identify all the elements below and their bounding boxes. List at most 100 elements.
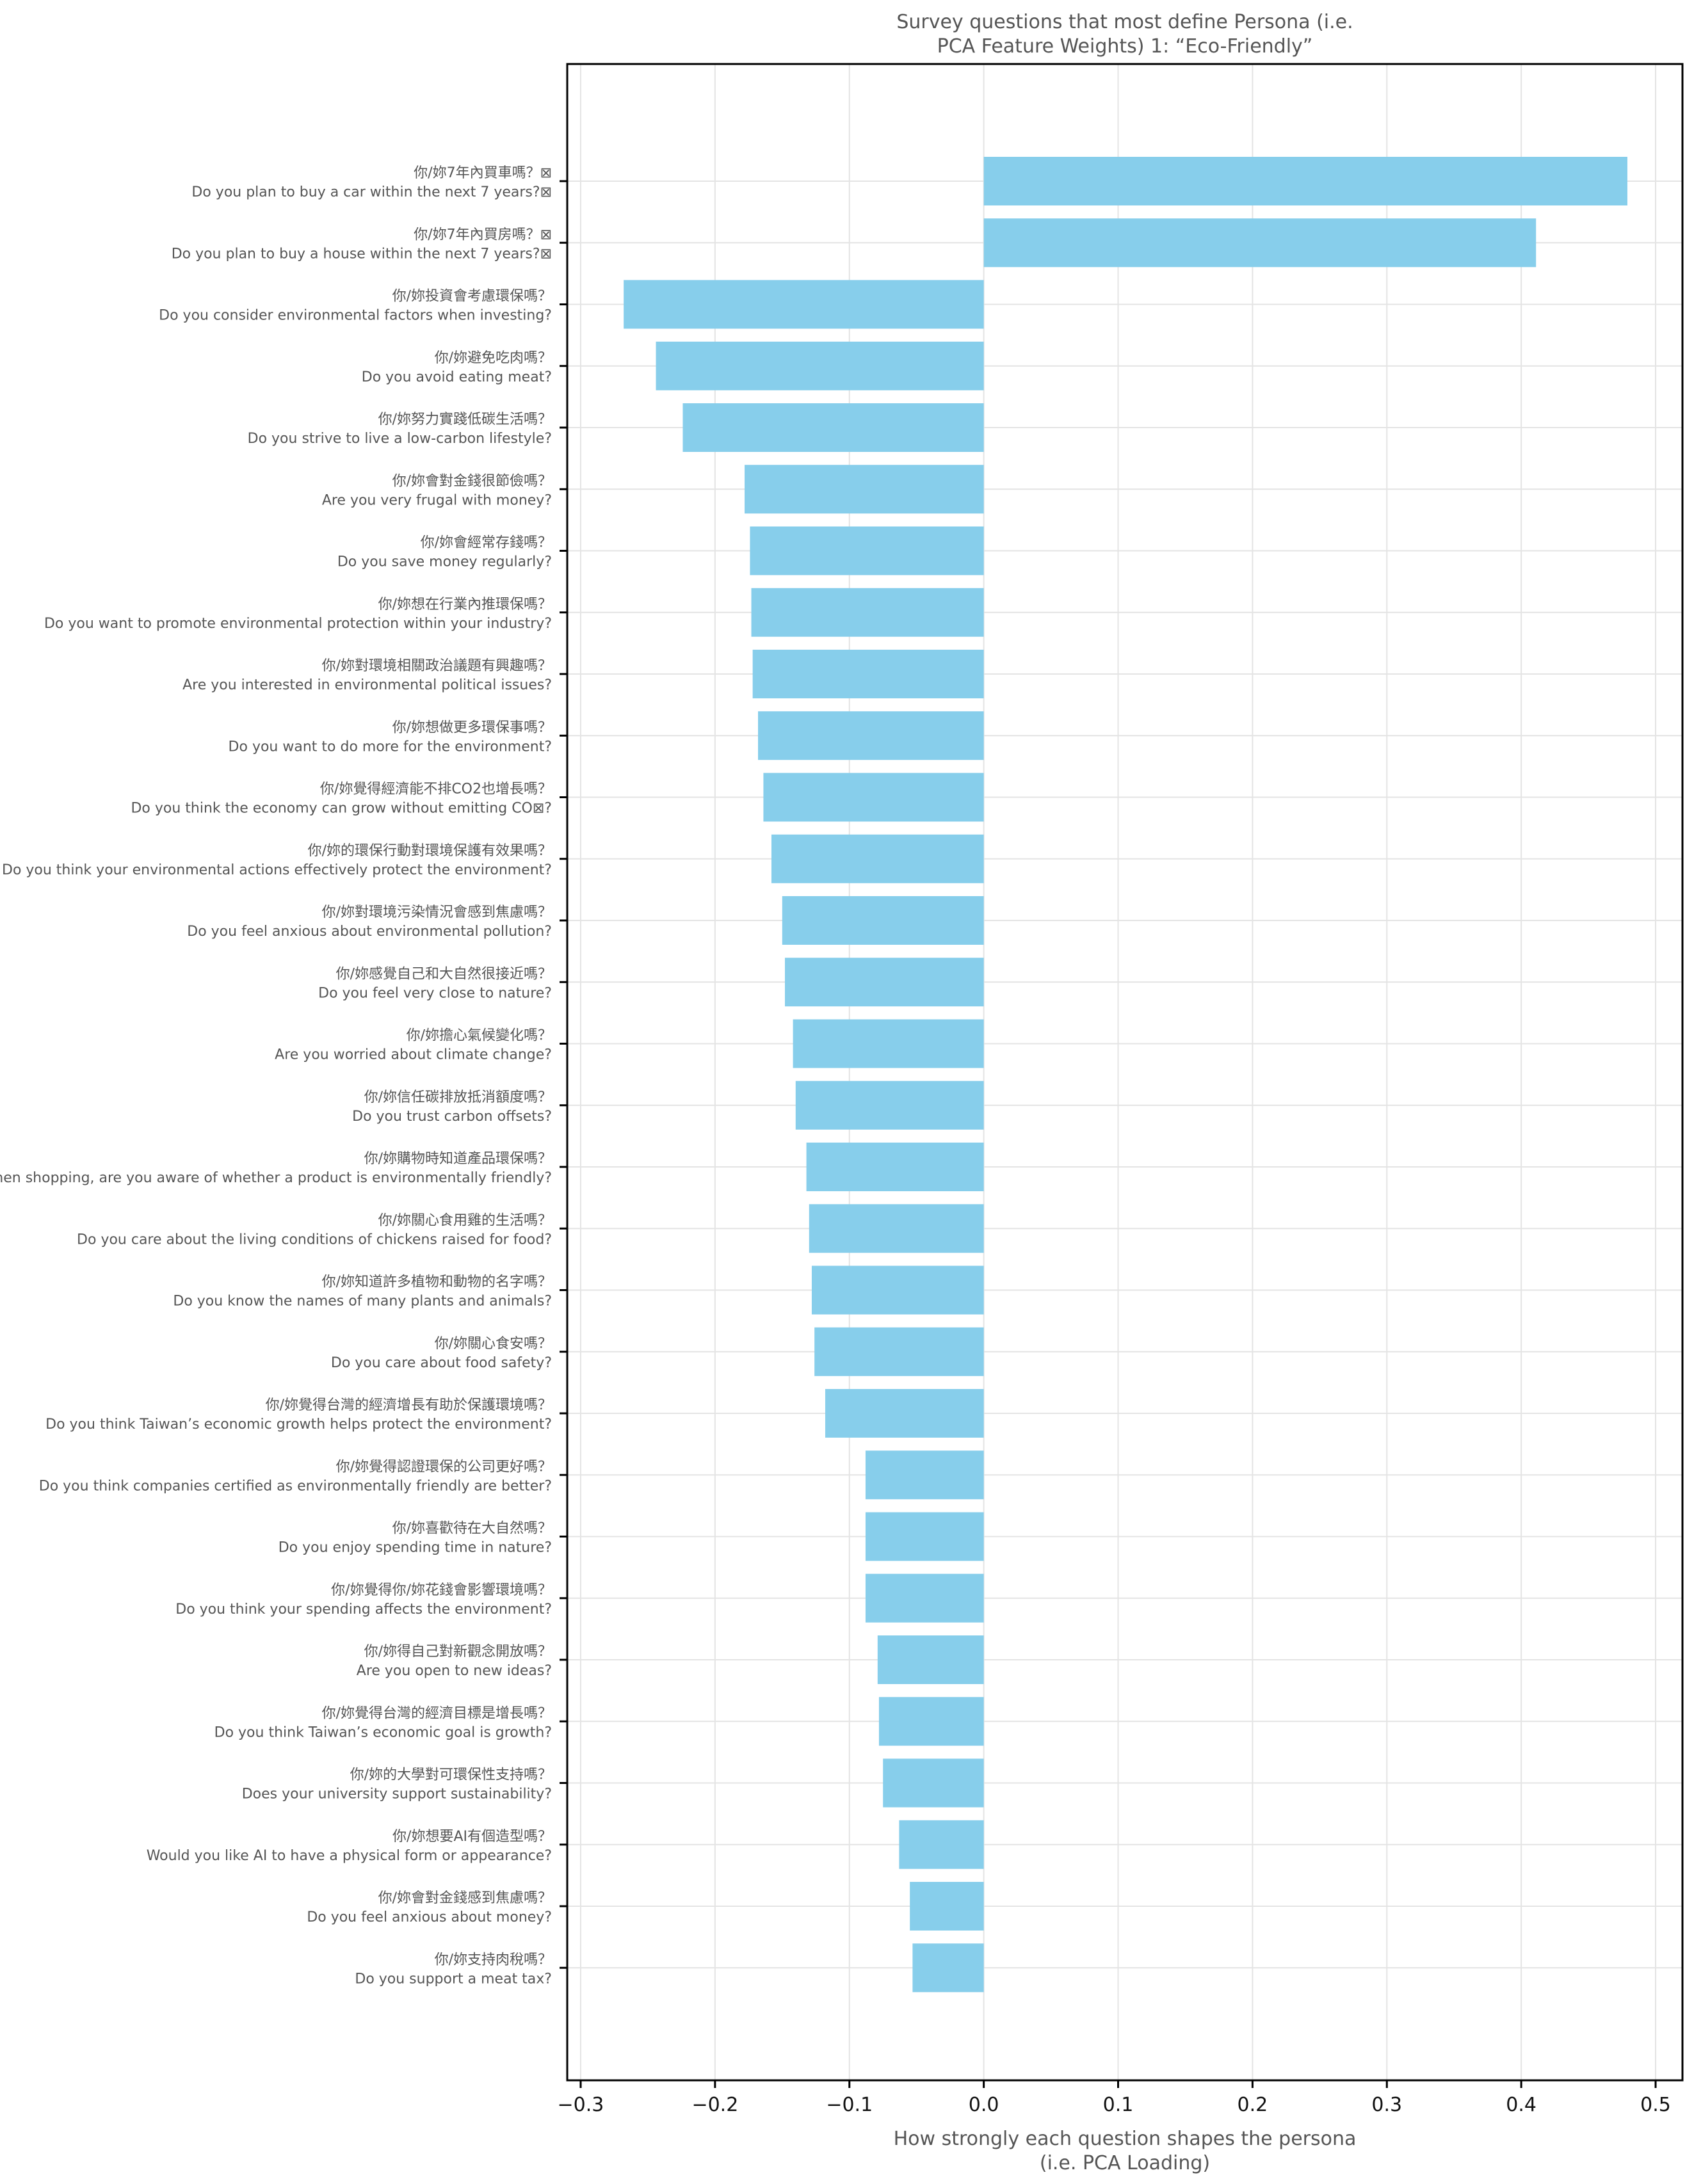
category-label-zh: 你/妳會對金錢很節儉嗎？ bbox=[392, 473, 552, 489]
category-label-zh: 你/妳7年內買房嗎？⊠ bbox=[414, 227, 552, 243]
category-label-en: Do you save money regularly? bbox=[337, 554, 552, 570]
bar bbox=[878, 1697, 984, 1746]
category-label-en: Are you worried about climate change? bbox=[275, 1047, 552, 1063]
category-label-en: Do you think Taiwan’s economic goal is g… bbox=[214, 1724, 552, 1740]
x-axis-title: How strongly each question shapes the pe… bbox=[894, 2128, 1357, 2150]
bar bbox=[682, 403, 984, 452]
category-label-en: Are you open to new ideas? bbox=[357, 1663, 552, 1679]
chart-title: Survey questions that most define Person… bbox=[896, 11, 1353, 33]
x-axis-title: (i.e. PCA Loading) bbox=[1040, 2152, 1210, 2174]
bar bbox=[745, 465, 984, 514]
category-label-en: Do you think companies certified as envi… bbox=[39, 1478, 552, 1494]
bar bbox=[825, 1389, 984, 1438]
category-label-zh: 你/妳努力實踐低碳生活嗎？ bbox=[378, 412, 552, 428]
category-label-en: Do you plan to buy a house within the ne… bbox=[172, 246, 552, 262]
x-tick-label: 0.3 bbox=[1371, 2094, 1402, 2116]
bar bbox=[811, 1265, 984, 1315]
x-tick-label: 0.1 bbox=[1103, 2094, 1134, 2116]
category-label-zh: 你/妳覺得你/妳花錢會影響環境嗎？ bbox=[331, 1582, 552, 1598]
category-label-zh: 你/妳覺得台灣的經濟目標是增長嗎？ bbox=[322, 1705, 552, 1721]
category-label-zh: 你/妳想做更多環保事嗎？ bbox=[392, 719, 552, 735]
category-label-zh: 你/妳的環保行動對環境保護有效果嗎？ bbox=[308, 843, 552, 859]
category-label-zh: 你/妳購物時知道產品環保嗎？ bbox=[364, 1151, 552, 1167]
category-label-en: Do you feel very close to nature? bbox=[318, 985, 552, 1001]
category-label-en: Do you know the names of many plants and… bbox=[173, 1294, 552, 1310]
category-label-zh: 你/妳擔心氣候變化嗎？ bbox=[407, 1028, 552, 1044]
category-label-zh: 你/妳投資會考慮環保嗎？ bbox=[392, 289, 552, 305]
bar bbox=[758, 711, 984, 760]
bar bbox=[771, 834, 984, 883]
category-label-en: Do you think Taiwan’s economic growth he… bbox=[45, 1417, 552, 1433]
category-label-en: Do you want to promote environmental pro… bbox=[44, 616, 552, 632]
category-label-en: Do you feel anxious about environmental … bbox=[187, 924, 552, 940]
category-label-en: Are you very frugal with money? bbox=[322, 492, 552, 508]
bar bbox=[751, 588, 984, 637]
category-label-en: When shopping, are you aware of whether … bbox=[0, 1170, 552, 1186]
category-label-en: Do you consider environmental factors wh… bbox=[159, 308, 552, 324]
x-tick-label: −0.2 bbox=[691, 2094, 738, 2116]
category-label-zh: 你/妳會對金錢感到焦慮嗎？ bbox=[378, 1890, 552, 1906]
category-label-zh: 你/妳對環境相關政治議題有興趣嗎？ bbox=[322, 658, 552, 674]
category-label-zh: 你/妳覺得經濟能不排CO2也增長嗎？ bbox=[320, 782, 552, 798]
category-label-zh: 你/妳喜歡待在大自然嗎？ bbox=[392, 1521, 552, 1537]
category-label-zh: 你/妳知道許多植物和動物的名字嗎？ bbox=[322, 1274, 552, 1290]
bar bbox=[793, 1019, 984, 1068]
bar bbox=[624, 280, 984, 329]
category-label-zh: 你/妳的大學對可環保性支持嗎？ bbox=[350, 1767, 552, 1783]
category-label-zh: 你/妳感覺自己和大自然很接近嗎？ bbox=[336, 966, 552, 982]
bar bbox=[782, 896, 984, 945]
category-label-zh: 你/妳關心食安嗎？ bbox=[435, 1336, 552, 1352]
category-label-zh: 你/妳覺得台灣的經濟增長有助於保護環境嗎？ bbox=[266, 1397, 552, 1413]
category-label-en: Do you think your environmental actions … bbox=[2, 862, 552, 878]
x-tick-label: 0.2 bbox=[1238, 2094, 1268, 2116]
bar bbox=[806, 1143, 984, 1191]
category-label-en: Do you feel anxious about money? bbox=[307, 1909, 552, 1925]
bar bbox=[656, 341, 984, 390]
bar bbox=[750, 526, 984, 575]
category-label-en: Do you enjoy spending time in nature? bbox=[278, 1540, 552, 1556]
category-label-en: Do you care about the living conditions … bbox=[77, 1232, 552, 1248]
bar bbox=[899, 1820, 984, 1869]
bar-layer bbox=[624, 157, 1627, 1993]
category-label-en: Would you like AI to have a physical for… bbox=[147, 1848, 552, 1864]
bar bbox=[865, 1573, 984, 1623]
x-tick-label: 0.5 bbox=[1640, 2094, 1671, 2116]
bar bbox=[912, 1943, 984, 1993]
category-label-zh: 你/妳得自己對新觀念開放嗎？ bbox=[364, 1644, 552, 1660]
bar bbox=[785, 958, 984, 1007]
category-label-en: Do you plan to buy a car within the next… bbox=[191, 184, 552, 200]
category-label-zh: 你/妳想在行業內推環保嗎？ bbox=[378, 597, 552, 613]
category-label-zh: 你/妳覺得認證環保的公司更好嗎？ bbox=[336, 1459, 552, 1475]
category-label-en: Are you interested in environmental poli… bbox=[182, 677, 552, 693]
bar bbox=[814, 1327, 984, 1376]
x-tick-label: −0.1 bbox=[826, 2094, 873, 2116]
category-label-zh: 你/妳對環境污染情況會感到焦慮嗎？ bbox=[322, 904, 552, 920]
category-label-zh: 你/妳支持肉稅嗎？ bbox=[435, 1952, 552, 1968]
category-label-en: Does your university support sustainabil… bbox=[242, 1787, 552, 1803]
bar bbox=[809, 1204, 984, 1253]
category-label-zh: 你/妳會經常存錢嗎？ bbox=[421, 535, 552, 551]
x-tick-label: −0.3 bbox=[558, 2094, 604, 2116]
category-label-layer: 你/妳7年內買車嗎？⊠ Do you plan to buy a car with… bbox=[0, 165, 552, 1987]
category-label-zh: 你/妳想要AI有個造型嗎？ bbox=[392, 1829, 552, 1845]
bar bbox=[795, 1080, 984, 1130]
title-layer: Survey questions that most define Person… bbox=[896, 11, 1353, 58]
x-tick-label: 0.4 bbox=[1506, 2094, 1537, 2116]
chart-title: PCA Feature Weights) 1: “Eco-Friendly” bbox=[937, 35, 1313, 58]
category-label-en: Do you avoid eating meat? bbox=[362, 369, 552, 385]
bar bbox=[883, 1758, 984, 1808]
bar bbox=[763, 773, 984, 822]
category-label-en: Do you support a meat tax? bbox=[355, 1971, 552, 1987]
category-label-zh: 你/妳避免吃肉嗎？ bbox=[435, 350, 552, 366]
bar bbox=[983, 157, 1627, 205]
bar bbox=[865, 1450, 984, 1500]
category-label-zh: 你/妳信任碳排放抵消額度嗎？ bbox=[364, 1089, 552, 1105]
x-tick-label: 0.0 bbox=[969, 2094, 999, 2116]
axis-layer: −0.3 −0.2 −0.1 0.0 0.1 0.2 0.3 0.4 0.5 How strong… bbox=[558, 63, 1684, 2174]
bar bbox=[752, 650, 984, 698]
category-label-en: Do you care about food safety? bbox=[331, 1355, 552, 1371]
bar bbox=[877, 1635, 984, 1684]
category-label-en: Do you want to do more for the environme… bbox=[229, 739, 552, 755]
